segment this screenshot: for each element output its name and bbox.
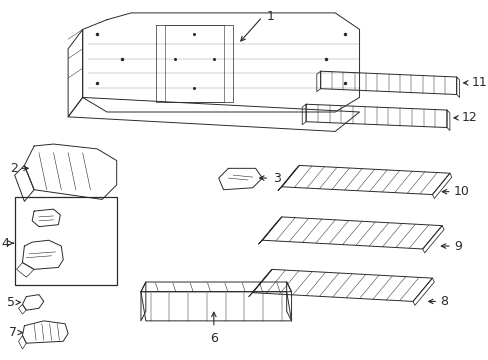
Text: 2: 2 (10, 162, 18, 175)
Text: 8: 8 (439, 295, 447, 308)
Text: 5: 5 (7, 296, 15, 309)
Text: 6: 6 (209, 332, 217, 345)
Text: 9: 9 (453, 239, 461, 253)
Text: 12: 12 (461, 111, 476, 124)
Bar (15, 198, 117, 285)
Text: 10: 10 (453, 185, 468, 198)
Text: 7: 7 (9, 326, 17, 339)
Text: 3: 3 (272, 172, 281, 185)
Text: 11: 11 (470, 76, 486, 89)
Text: 1: 1 (266, 10, 274, 23)
Text: 4: 4 (1, 237, 9, 249)
